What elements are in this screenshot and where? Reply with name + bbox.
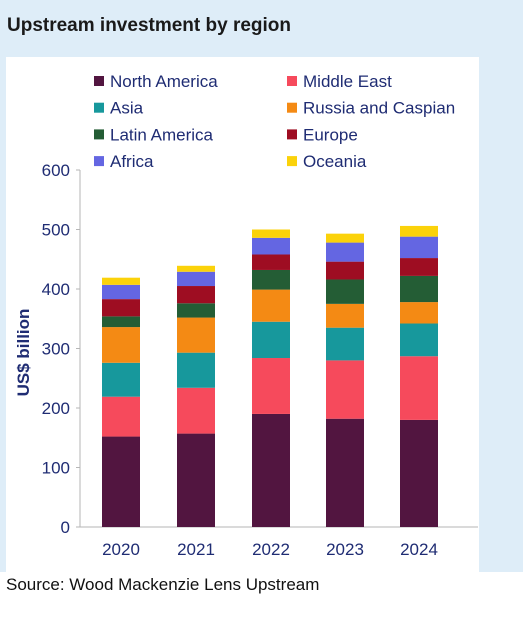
x-tick-label-2020: 2020 <box>102 540 140 559</box>
bar-2020-latin-america <box>102 316 140 328</box>
legend-swatch-1 <box>287 76 297 86</box>
bar-2024-africa <box>400 236 438 259</box>
bar-2022-latin-america <box>252 269 290 290</box>
bar-2024-latin-america <box>400 275 438 303</box>
legend-swatch-6 <box>94 156 104 167</box>
y-axis-title: US$ billion <box>14 309 33 397</box>
bar-2022-asia <box>252 321 290 359</box>
legend-swatch-7 <box>287 156 297 167</box>
bar-2021-russia-and-caspian <box>177 317 215 353</box>
legend-label-0: North America <box>110 72 218 91</box>
bar-2021-africa <box>177 271 215 287</box>
bar-2021-oceania <box>177 265 215 272</box>
bar-2024-europe <box>400 258 438 276</box>
x-tick-label-2024: 2024 <box>400 540 438 559</box>
bar-2023-north-america <box>326 418 364 527</box>
y-tick-label-4: 400 <box>42 280 70 299</box>
bar-2020-africa <box>102 284 140 300</box>
y-tick-label-6: 600 <box>42 161 70 180</box>
bar-2020-middle-east <box>102 396 140 437</box>
bar-2023-russia-and-caspian <box>326 303 364 328</box>
bar-2022-africa <box>252 237 290 255</box>
x-tick-label-2021: 2021 <box>177 540 215 559</box>
bar-2023-europe <box>326 261 364 280</box>
bar-2022-middle-east <box>252 358 290 414</box>
bar-2021-asia <box>177 352 215 388</box>
bar-2020-europe <box>102 299 140 317</box>
legend-label-4: Latin America <box>110 125 214 144</box>
legend-swatch-3 <box>287 102 297 113</box>
legend-swatch-2 <box>94 102 104 113</box>
legend-label-3: Russia and Caspian <box>303 99 455 118</box>
bar-2022-north-america <box>252 413 290 527</box>
bar-2024-north-america <box>400 419 438 527</box>
bar-2023-africa <box>326 242 364 262</box>
bar-2023-middle-east <box>326 360 364 419</box>
y-tick-label-2: 200 <box>42 399 70 418</box>
bar-2023-asia <box>326 327 364 361</box>
legend-label-1: Middle East <box>303 72 392 91</box>
x-tick-label-2022: 2022 <box>252 540 290 559</box>
legend-label-7: Oceania <box>303 152 367 171</box>
bar-2021-middle-east <box>177 387 215 434</box>
bar-2021-latin-america <box>177 303 215 318</box>
y-tick-label-0: 0 <box>61 518 70 537</box>
legend-swatch-4 <box>94 129 104 140</box>
bar-2020-north-america <box>102 436 140 527</box>
bar-2024-middle-east <box>400 356 438 420</box>
y-tick-label-5: 500 <box>42 221 70 240</box>
legend-label-5: Europe <box>303 125 358 144</box>
chart-title: Upstream investment by region <box>7 15 292 36</box>
bar-2020-oceania <box>102 277 140 285</box>
x-tick-label-2023: 2023 <box>326 540 364 559</box>
bar-2024-oceania <box>400 225 438 237</box>
source-note: Source: Wood Mackenzie Lens Upstream <box>6 575 320 594</box>
y-tick-label-3: 300 <box>42 340 70 359</box>
legend-label-2: Asia <box>110 99 144 118</box>
bar-2022-oceania <box>252 229 290 238</box>
bar-2024-russia-and-caspian <box>400 302 438 324</box>
bar-2020-russia-and-caspian <box>102 327 140 363</box>
bar-2024-asia <box>400 323 438 357</box>
bar-2023-latin-america <box>326 279 364 304</box>
bar-2021-europe <box>177 286 215 304</box>
bar-2021-north-america <box>177 433 215 527</box>
bar-2022-russia-and-caspian <box>252 289 290 322</box>
y-tick-label-1: 100 <box>42 459 70 478</box>
legend-swatch-5 <box>287 129 297 140</box>
bar-2020-asia <box>102 362 140 397</box>
legend-label-6: Africa <box>110 152 154 171</box>
legend-swatch-0 <box>94 76 104 86</box>
bar-2023-oceania <box>326 233 364 243</box>
bar-2022-europe <box>252 254 290 270</box>
